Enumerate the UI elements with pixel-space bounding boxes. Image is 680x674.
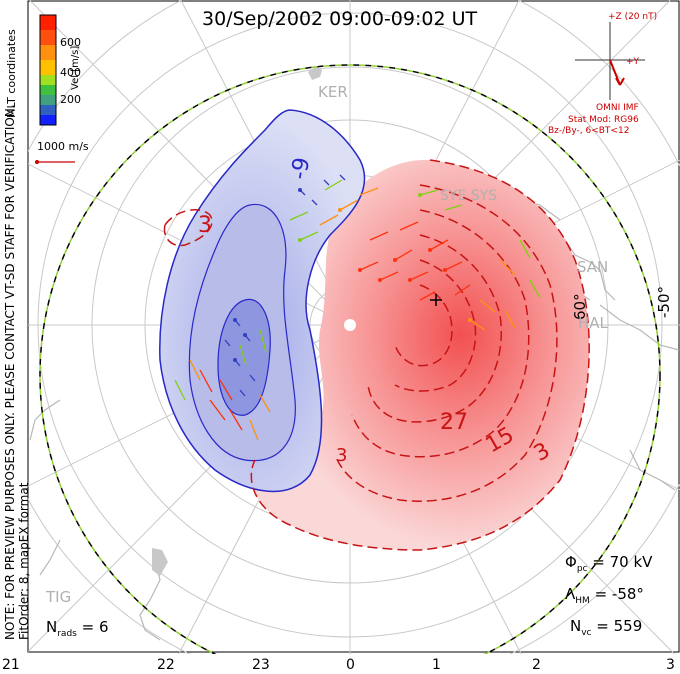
- contour-label-27: 27: [440, 410, 468, 435]
- station-label-ker: KER: [318, 83, 348, 101]
- velocity-scale-label: 1000 m/s: [37, 140, 89, 153]
- mlt-tick-0: 0: [346, 657, 355, 673]
- colorbar: [39, 14, 57, 126]
- imf-y-label: +Y: [626, 57, 640, 67]
- plot-frame: [27, 0, 680, 653]
- heppner-maynard-boundary-green: [39, 64, 661, 654]
- potential-max-marker: [430, 294, 442, 306]
- preview-note: NOTE: FOR PREVIEW PURPOSES ONLY. PLEASE …: [3, 104, 31, 640]
- velocity-vectors: [174, 174, 541, 441]
- mlt-tick-1: 1: [432, 657, 441, 673]
- colorbar-tick-600: 600: [60, 36, 81, 49]
- heppner-maynard-boundary: [39, 64, 661, 654]
- mlt-tick-23: 23: [252, 657, 270, 673]
- mlt-tick-21: 21: [2, 657, 20, 673]
- imf-model-line1: Stat Mod: RG96: [568, 115, 639, 125]
- mlt-tick-3: 3: [666, 657, 675, 673]
- contour-label-3-bottom: 3: [336, 445, 348, 466]
- imf-z-label: +Z (20 nT): [608, 12, 658, 22]
- contour-label-3-left: 3: [198, 213, 212, 238]
- stat-n-vc: Nvc = 559: [570, 617, 643, 638]
- station-label-hal: HAL: [578, 314, 608, 332]
- velocity-scale-vector: [35, 160, 75, 164]
- contour-label-neg9: -9: [286, 155, 316, 182]
- mlt-tick-22: 22: [157, 657, 175, 673]
- latitude-label-50: -50°: [655, 286, 673, 318]
- stat-lambda-hm: ΛHM = -58°: [565, 585, 644, 606]
- colorbar-tick-400: 400: [60, 66, 81, 79]
- station-label-san: SAN: [577, 258, 609, 276]
- stat-n-rads: Nrads = 6: [46, 618, 109, 639]
- positive-cell: [251, 159, 590, 550]
- imf-source: OMNI IMF: [596, 103, 639, 113]
- imf-model-line2: Bz-/By-, 6<BT<12: [548, 126, 630, 136]
- station-label-sye-sys: SYE SYS: [440, 188, 498, 204]
- imf-dial: [575, 22, 645, 100]
- pole-marker: [344, 319, 356, 331]
- station-label-tig: TIG: [46, 588, 72, 606]
- colorbar-tick-200: 200: [60, 93, 81, 106]
- vector-points: [233, 188, 472, 362]
- stat-phi-pc: Φpc = 70 kV: [565, 553, 653, 574]
- map-title: 30/Sep/2002 09:00-09:02 UT: [202, 8, 478, 30]
- mlt-tick-2: 2: [532, 657, 541, 673]
- positive-contours: [163, 159, 590, 551]
